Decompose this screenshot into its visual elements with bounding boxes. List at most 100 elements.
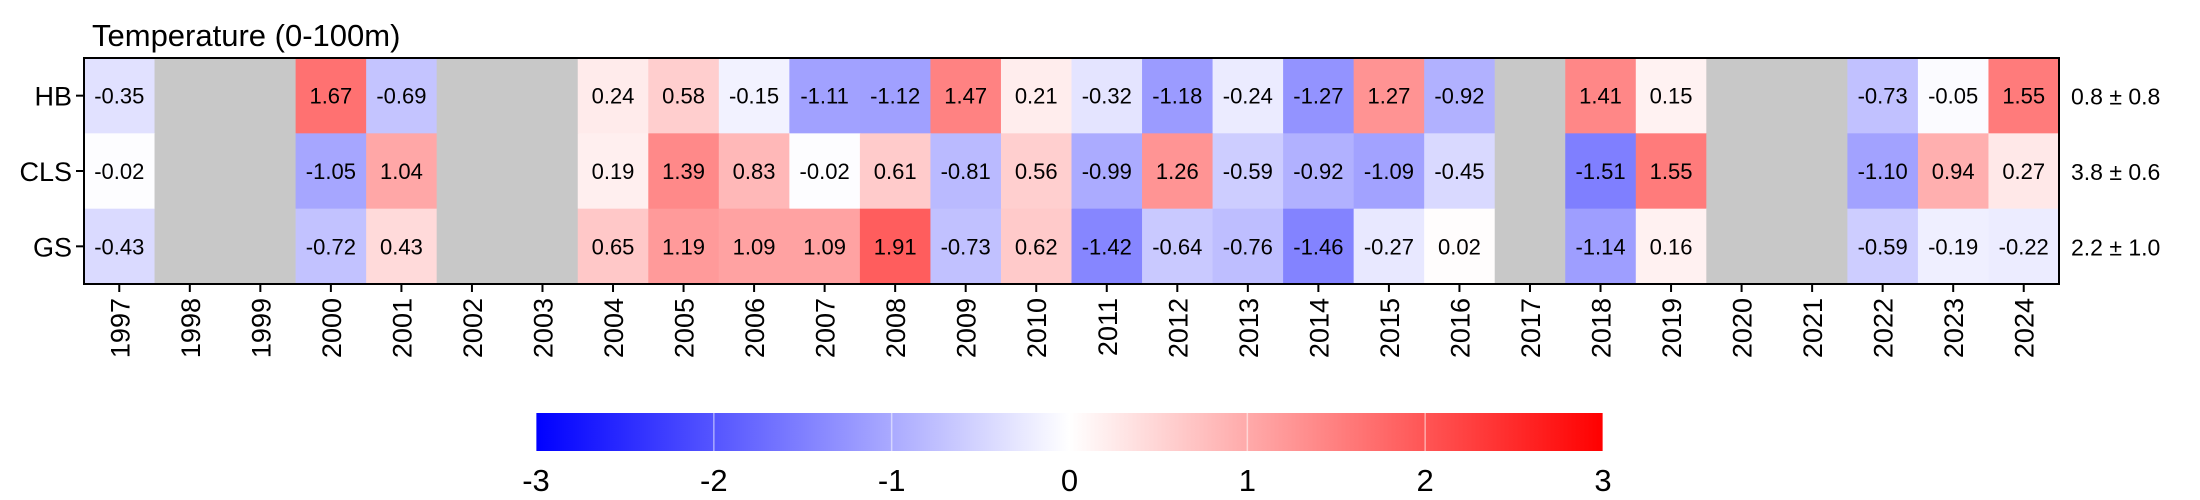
heatmap-cell (154, 208, 226, 285)
x-tick-label: 2013 (1234, 298, 1264, 358)
heatmap-cell (1635, 58, 1707, 134)
heatmap-cell (718, 58, 790, 134)
heatmap-cell (1283, 58, 1355, 134)
heatmap-cell (577, 133, 649, 210)
heatmap-cell (295, 208, 367, 285)
x-tick-label: 2014 (1304, 298, 1334, 358)
x-tick-label: 2022 (1869, 298, 1899, 358)
cell-value-label: -0.99 (1082, 159, 1132, 184)
x-tick-label: 1997 (105, 298, 135, 358)
heatmap-cell (225, 58, 297, 134)
cell-value-label: 1.67 (309, 84, 352, 109)
cell-value-label: -0.22 (1999, 234, 2049, 259)
cell-value-label: -0.02 (800, 159, 850, 184)
heatmap-cell (1353, 208, 1425, 285)
heatmap-cell (648, 208, 720, 285)
cell-value-label: -0.69 (376, 84, 426, 109)
colorbar-tick-label: 1 (1239, 463, 1256, 498)
heatmap-cell (1635, 208, 1707, 285)
heatmap-cell (859, 208, 932, 285)
colorbar-tick-label: 0 (1061, 463, 1078, 498)
heatmap-cell (1706, 133, 1778, 210)
cell-value-label: -1.10 (1858, 159, 1908, 184)
cell-value-label: -0.27 (1364, 234, 1414, 259)
heatmap-cell (1988, 58, 2060, 134)
heatmap-cell (1847, 208, 1919, 285)
x-tick-label: 2010 (1022, 298, 1052, 358)
heatmap-cell (930, 133, 1002, 210)
cell-value-label: -1.27 (1293, 84, 1343, 109)
heatmap-cell (1283, 208, 1355, 285)
cell-value-label: -0.81 (941, 159, 991, 184)
cell-value-label: 0.21 (1015, 84, 1058, 109)
heatmap-cell (1212, 133, 1284, 210)
heatmap-cell (1494, 133, 1566, 210)
heatmap-cell (366, 58, 438, 134)
cell-value-label: 1.27 (1367, 84, 1410, 109)
chart-title: Temperature (0-100m) (92, 18, 400, 53)
heatmap-cell (436, 58, 508, 134)
heatmap-cell (648, 58, 720, 134)
heatmap-cell (1142, 133, 1214, 210)
heatmap-cell (1706, 208, 1778, 285)
heatmap-cell (648, 133, 720, 210)
x-tick-label: 2000 (317, 298, 347, 358)
x-tick-label: 2020 (1728, 298, 1758, 358)
x-tick-label: 2006 (740, 298, 770, 358)
heatmap-cell (1353, 133, 1425, 210)
cell-value-label: -0.43 (94, 234, 144, 259)
cell-value-label: 0.15 (1650, 84, 1693, 109)
heatmap-cell (84, 208, 156, 285)
colorbar-tick-label: 3 (1594, 463, 1611, 498)
heatmap-cell (1494, 58, 1566, 134)
cell-value-label: -0.73 (941, 234, 991, 259)
cell-value-label: 0.58 (662, 84, 705, 109)
row-label: CLS (19, 157, 72, 187)
cell-value-label: 0.43 (380, 234, 423, 259)
cell-value-label: 1.04 (380, 159, 423, 184)
cell-value-label: -0.05 (1928, 84, 1978, 109)
heatmap-cell (1494, 208, 1566, 285)
cell-value-label: -1.51 (1575, 159, 1625, 184)
heatmap-cell (507, 133, 579, 210)
cell-value-label: -0.64 (1152, 234, 1202, 259)
heatmap-cell (1776, 58, 1848, 134)
cell-value-label: 1.09 (733, 234, 776, 259)
heatmap-cell (507, 208, 579, 285)
cell-value-label: -1.05 (306, 159, 356, 184)
cell-value-label: 1.91 (874, 234, 917, 259)
x-tick-label: 1999 (246, 298, 276, 358)
heatmap-cell (718, 133, 790, 210)
heatmap-cell (295, 133, 367, 210)
heatmap-cell (859, 58, 932, 134)
cell-value-label: 0.16 (1650, 234, 1693, 259)
heatmap-cell (1142, 58, 1214, 134)
x-tick-label: 2012 (1163, 298, 1193, 358)
cell-value-label: 0.83 (733, 159, 776, 184)
cell-value-label: 1.55 (2002, 84, 2045, 109)
heatmap-cell (1212, 58, 1284, 134)
heatmap-cell (1071, 58, 1143, 134)
x-tick-label: 2004 (599, 298, 629, 358)
heatmap-cell (1847, 58, 1919, 134)
heatmap-cell (930, 58, 1002, 134)
heatmap-cell (84, 58, 156, 134)
x-tick-label: 2015 (1375, 298, 1405, 358)
heatmap-cell (225, 208, 297, 285)
heatmap-cell (295, 58, 367, 134)
colorbar-tick-label: -2 (700, 463, 728, 498)
cell-value-label: -1.11 (800, 84, 849, 109)
heatmap-cell (789, 208, 861, 285)
x-tick-label: 2024 (2010, 298, 2040, 358)
cell-value-label: -0.59 (1858, 234, 1908, 259)
heatmap-cell (859, 133, 932, 210)
x-tick-label: 1998 (176, 298, 206, 358)
heatmap-cell (1917, 133, 1990, 210)
row-annotation: 3.8 ± 0.6 (2071, 159, 2160, 185)
cell-value-label: 0.02 (1438, 234, 1481, 259)
heatmap-cell (1988, 133, 2060, 210)
heatmap-cell (1988, 208, 2060, 285)
heatmap-cell (366, 133, 438, 210)
x-tick-label: 2017 (1516, 298, 1546, 358)
